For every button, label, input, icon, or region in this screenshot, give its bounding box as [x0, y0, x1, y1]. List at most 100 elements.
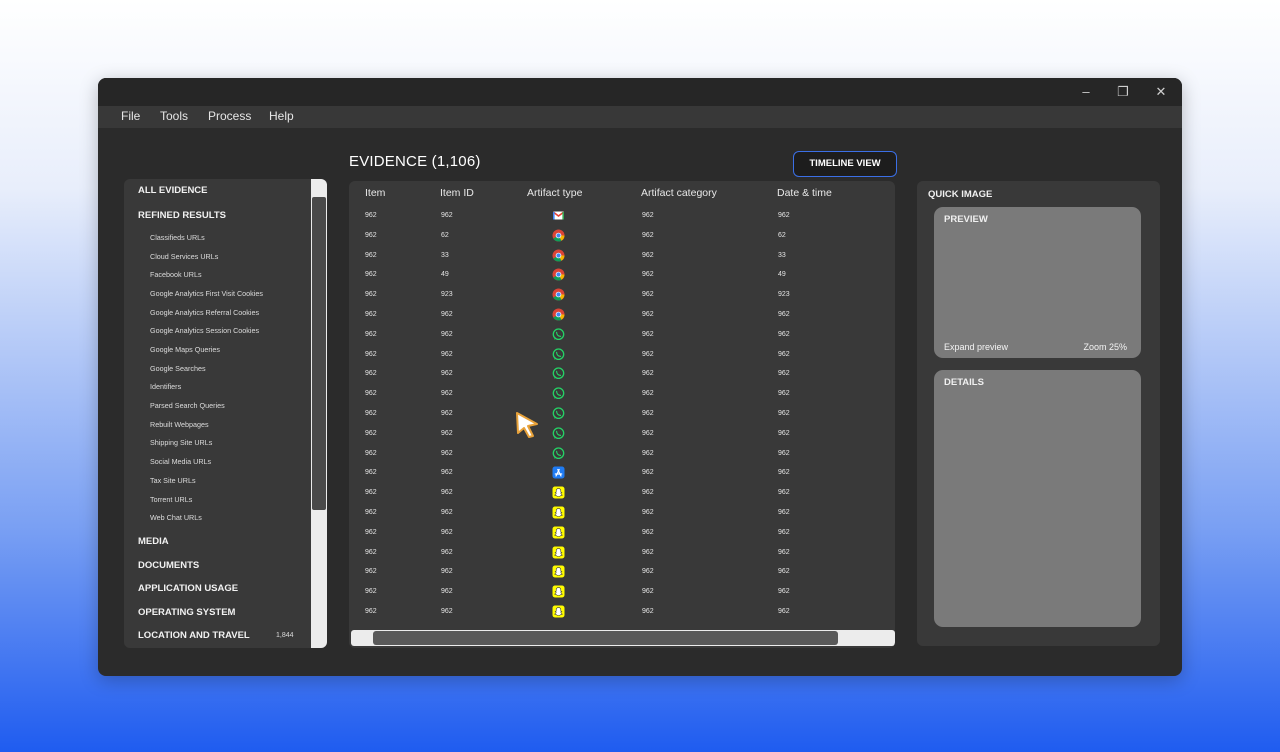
cell-item-id: 962: [441, 410, 453, 417]
sidebar-subitem[interactable]: Google Maps Queries: [150, 345, 220, 354]
cell-date-time: 962: [778, 212, 790, 219]
cell-artifact-category: 962: [642, 291, 654, 299]
mouse-cursor-icon: [516, 412, 538, 438]
sidebar-subitem[interactable]: Web Chat URLs: [150, 513, 202, 522]
sidebar-subitem[interactable]: Google Analytics First Visit Cookies: [150, 289, 263, 298]
cell-date-time: 962: [778, 469, 790, 477]
cell-item-id: 33: [441, 251, 449, 259]
restore-icon[interactable]: ❐: [1117, 84, 1129, 99]
sidebar-item-application-usage[interactable]: APPLICATION USAGE: [138, 583, 239, 594]
menu-file[interactable]: File: [121, 109, 141, 123]
sidebar-subitem[interactable]: Classifieds URLs: [150, 233, 205, 242]
menu-tools[interactable]: Tools: [160, 109, 189, 123]
title-bar: – ❐ ✕: [98, 78, 1182, 106]
cell-item: 962: [365, 548, 377, 556]
sidebar-subitem[interactable]: Social Media URLs: [150, 457, 212, 466]
sidebar-subitem[interactable]: Rebuilt Webpages: [150, 420, 209, 429]
cell-date-time: 962: [778, 568, 790, 576]
sidebar-item-refined-results[interactable]: REFINED RESULTS: [138, 210, 226, 221]
cell-item: 962: [365, 212, 377, 219]
column-header-item[interactable]: Item: [365, 187, 386, 199]
sidebar-subitem[interactable]: Google Searches: [150, 364, 206, 373]
cell-date-time: 962: [778, 350, 790, 358]
sidebar-subitem[interactable]: Cloud Services URLs: [150, 252, 219, 261]
evidence-table: Item Item ID Artifact type Artifact cate…: [349, 181, 895, 648]
cell-item-id: 962: [441, 469, 453, 477]
cell-date-time: 62: [778, 231, 786, 239]
whatsapp-icon: [552, 367, 565, 380]
whatsapp-icon: [552, 407, 565, 420]
sidebar-subitem[interactable]: Shipping Site URLs: [150, 438, 213, 447]
sidebar-subitem[interactable]: Tax Site URLs: [150, 476, 196, 485]
column-header-artifact-category[interactable]: Artifact category: [641, 187, 717, 199]
cell-date-time: 962: [778, 608, 790, 615]
expand-preview-link[interactable]: Expand preview: [944, 342, 1009, 352]
sidebar-scrollbar-thumb[interactable]: [312, 197, 326, 510]
cell-date-time: 962: [778, 528, 790, 536]
sidebar-subitem[interactable]: Facebook URLs: [150, 270, 202, 279]
preview-card[interactable]: PREVIEW Expand preview Zoom 25%: [934, 207, 1141, 358]
cell-item: 962: [365, 311, 377, 318]
quick-image-title: QUICK IMAGE: [928, 189, 993, 200]
cell-item: 962: [365, 429, 377, 437]
cell-item-id: 962: [441, 429, 453, 437]
quick-image-panel: QUICK IMAGE PREVIEW Expand preview Zoom …: [917, 181, 1160, 646]
cell-item-id: 962: [441, 350, 453, 358]
cell-item-id: 923: [441, 291, 453, 299]
snapchat-icon: [552, 605, 565, 618]
cell-item-id: 962: [441, 489, 453, 497]
cell-item: 962: [365, 469, 377, 477]
sidebar-subitem[interactable]: Parsed Search Queries: [150, 401, 225, 410]
sidebar-subitem[interactable]: Identifiers: [150, 382, 182, 391]
column-header-date-time[interactable]: Date & time: [777, 187, 832, 199]
cell-item: 962: [365, 370, 377, 378]
cell-item-id: 962: [441, 212, 453, 219]
cell-item: 962: [365, 509, 377, 516]
sidebar-subitem[interactable]: Torrent URLs: [150, 495, 193, 504]
sidebar-item-documents[interactable]: DOCUMENTS: [138, 560, 200, 571]
minimize-icon[interactable]: –: [1082, 84, 1090, 99]
cell-artifact-category: 962: [642, 568, 654, 576]
whatsapp-icon: [552, 347, 565, 361]
menu-help[interactable]: Help: [269, 109, 294, 123]
cell-artifact-category: 962: [642, 311, 654, 318]
cell-artifact-category: 962: [642, 330, 654, 338]
cell-date-time: 962: [778, 509, 790, 516]
chrome-icon: [552, 268, 565, 281]
cell-artifact-category: 962: [642, 608, 654, 615]
whatsapp-icon: [552, 328, 565, 341]
zoom-level[interactable]: Zoom 25%: [1083, 342, 1127, 352]
cell-date-time: 962: [778, 330, 790, 338]
cell-item: 962: [365, 528, 377, 536]
snapchat-icon: [552, 585, 565, 598]
cell-date-time: 962: [778, 489, 790, 497]
sidebar-item-operating-system[interactable]: OPERATING SYSTEM: [138, 607, 236, 618]
cell-item: 962: [365, 350, 377, 358]
cell-item: 962: [365, 291, 377, 299]
menu-process[interactable]: Process: [208, 109, 252, 123]
timeline-view-button[interactable]: TIMELINE VIEW: [793, 151, 897, 177]
cell-artifact-category: 962: [642, 429, 654, 437]
column-header-artifact-type[interactable]: Artifact type: [527, 187, 583, 199]
chrome-icon: [552, 249, 565, 262]
sidebar-item-all-evidence[interactable]: ALL EVIDENCE: [138, 185, 208, 196]
cell-item-id: 962: [441, 370, 453, 378]
sidebar-item-media[interactable]: MEDIA: [138, 536, 169, 547]
app-window: – ❐ ✕ File Tools Process Help EVIDENCE (…: [98, 78, 1182, 676]
cell-item: 962: [365, 271, 377, 279]
cell-date-time: 962: [778, 429, 790, 437]
cell-artifact-category: 962: [642, 449, 654, 457]
cell-date-time: 962: [778, 449, 790, 457]
snapchat-icon: [552, 506, 565, 519]
cell-artifact-category: 962: [642, 271, 654, 279]
sidebar-subitem[interactable]: Google Analytics Referral Cookies: [150, 308, 260, 317]
cell-item-id: 962: [441, 568, 453, 576]
column-header-item-id[interactable]: Item ID: [440, 187, 474, 199]
sidebar-subitem[interactable]: Google Analytics Session Cookies: [150, 326, 260, 335]
sidebar-item-location-and-travel[interactable]: LOCATION AND TRAVEL: [138, 630, 250, 641]
cell-item: 962: [365, 608, 377, 615]
snapchat-icon: [552, 486, 565, 499]
close-icon[interactable]: ✕: [1155, 84, 1167, 99]
table-horizontal-scrollbar-thumb[interactable]: [373, 631, 838, 645]
details-card: DETAILS: [934, 370, 1141, 627]
